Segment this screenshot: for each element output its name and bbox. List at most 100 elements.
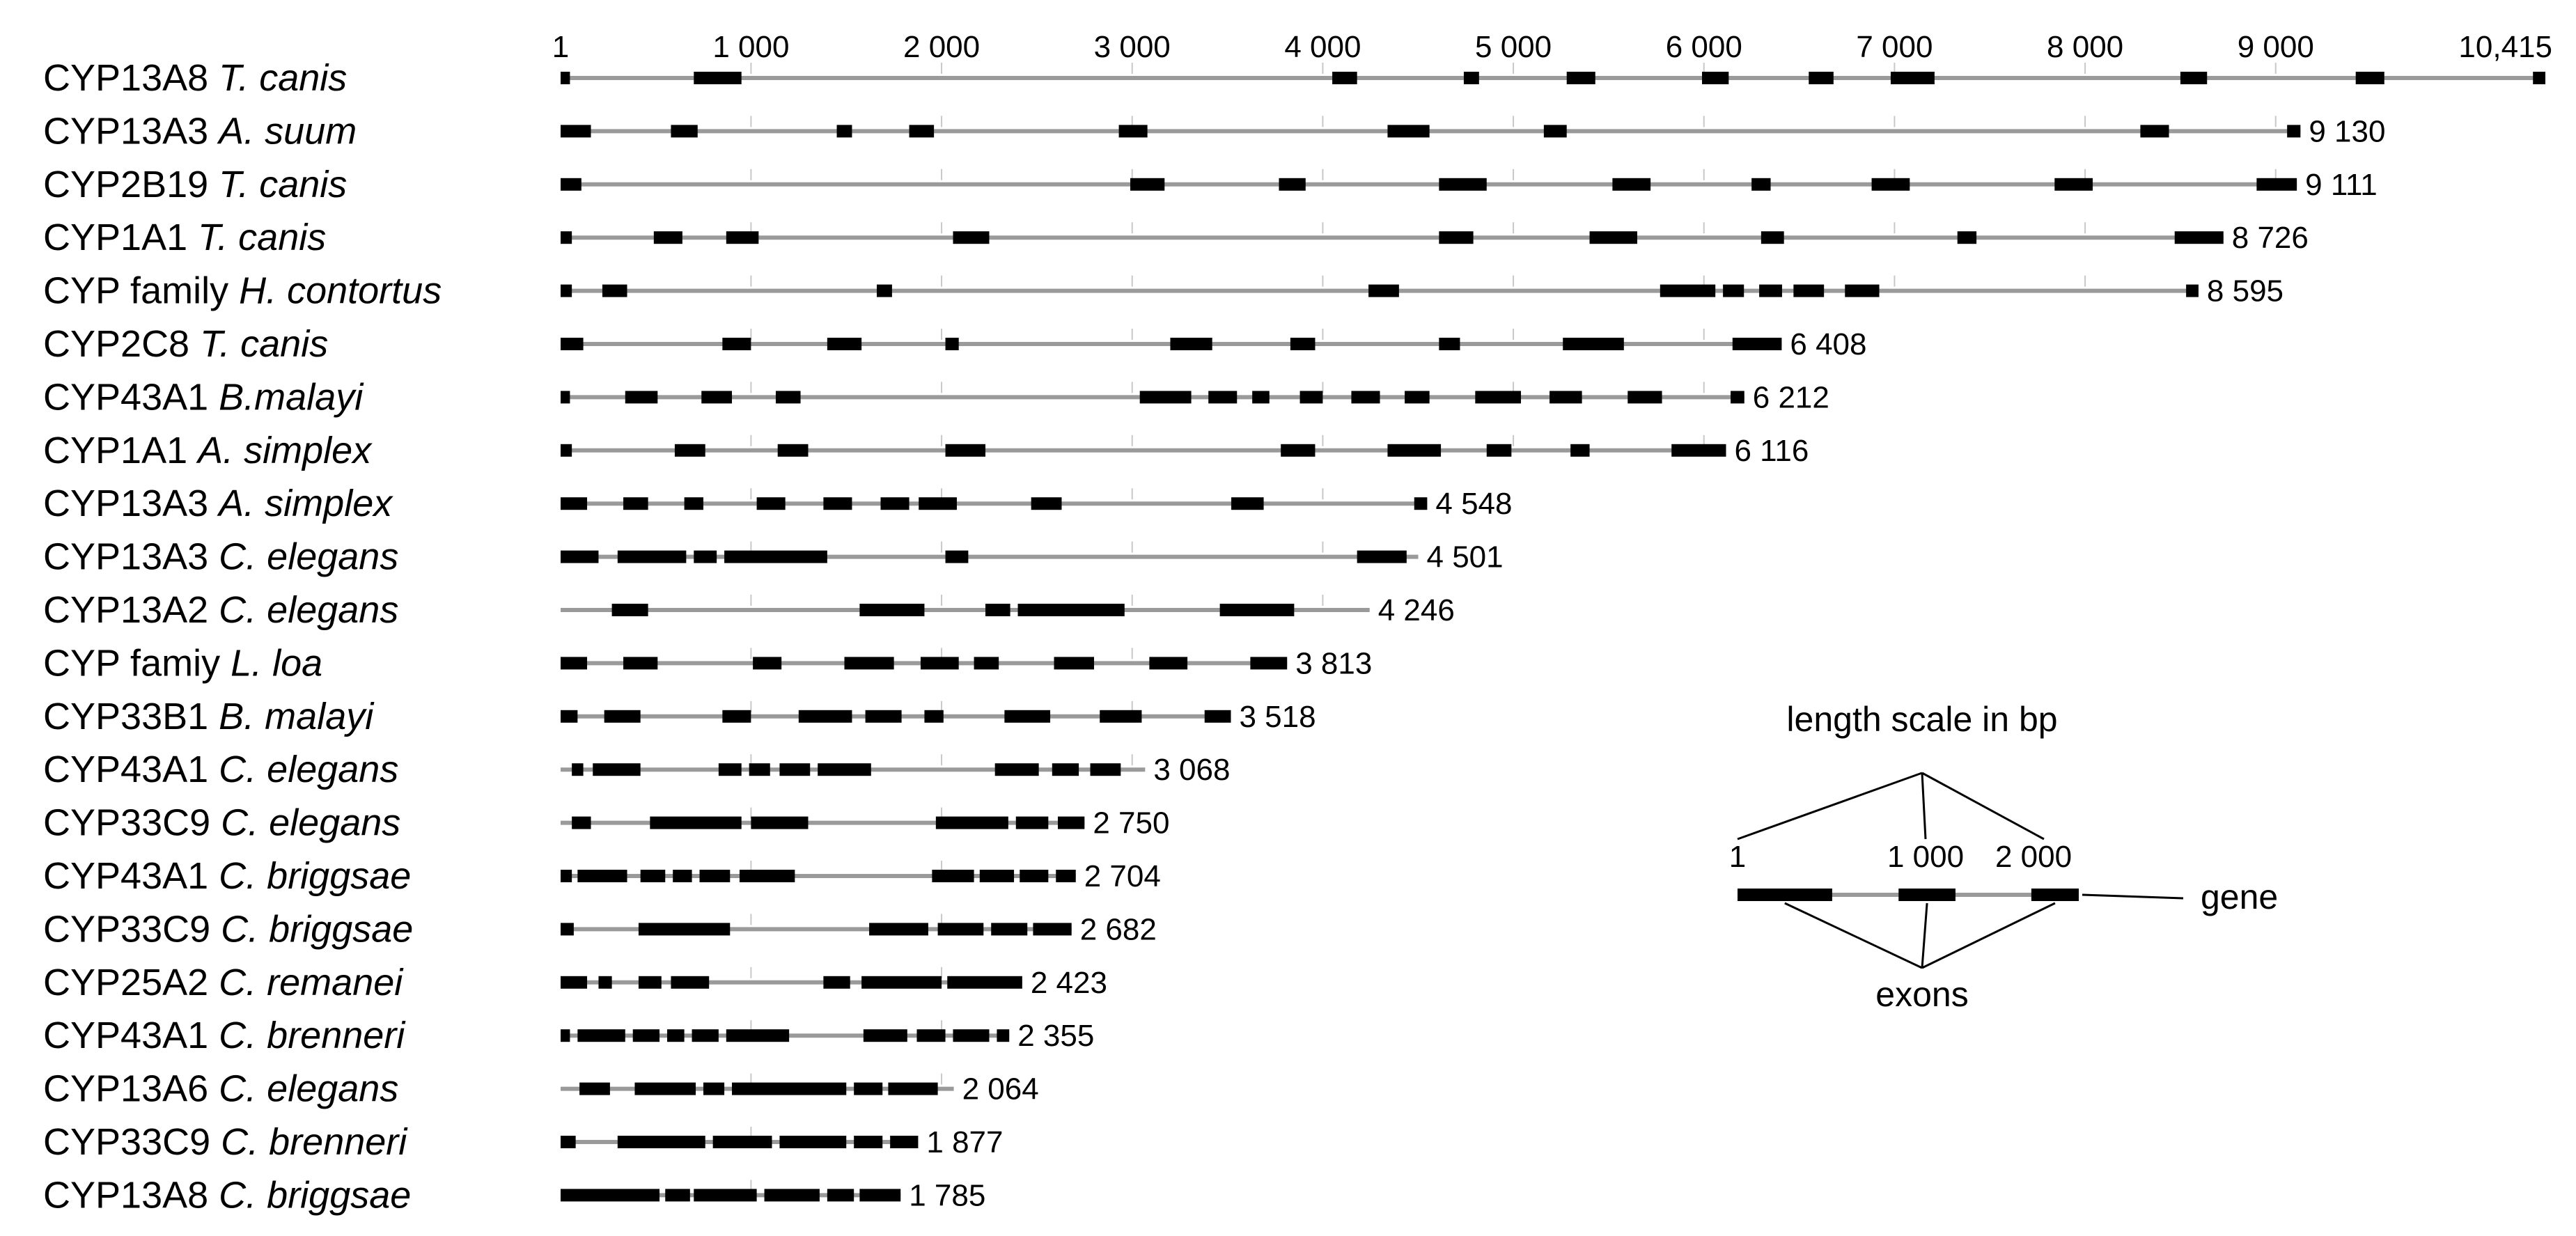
exon	[924, 710, 944, 723]
exon	[593, 763, 641, 776]
exon	[836, 125, 852, 138]
exon	[561, 231, 572, 244]
gene-name: CYP13A2	[43, 589, 219, 631]
gene-label: CYP13A2 C. elegans	[43, 589, 398, 631]
species-name: A. suum	[217, 110, 357, 152]
exon	[665, 1189, 690, 1202]
exon	[1020, 870, 1049, 882]
legend-pointer-line	[1921, 772, 1927, 840]
gene-label: CYP43A1 C. brenneri	[43, 1015, 406, 1056]
exon	[844, 657, 894, 670]
exon	[1759, 284, 1782, 297]
exon	[1231, 497, 1264, 510]
gene-label: CYP13A3 A. suum	[43, 110, 357, 152]
exon	[579, 1082, 610, 1095]
exon	[888, 1082, 938, 1095]
gene-name: CYP2B19	[43, 164, 219, 205]
exon	[1549, 391, 1582, 404]
exon	[623, 657, 658, 670]
exon	[2256, 178, 2297, 191]
exon	[684, 497, 703, 510]
exon	[1004, 710, 1051, 723]
gene-label: CYP1A1 A. simplex	[43, 430, 373, 471]
legend-pointer-line	[1921, 772, 2045, 840]
gene-row: CYP43A1 C. elegans 3 068	[43, 749, 1230, 790]
species-name: C. briggsae	[219, 855, 411, 897]
exon	[638, 976, 662, 989]
gene-label: CYP33C9 C. elegans	[43, 802, 400, 844]
exon	[1118, 125, 1148, 138]
exon	[1033, 923, 1072, 936]
gene-row: CYP family H. contortus 8 595	[43, 270, 2284, 312]
species-name: T. canis	[200, 323, 328, 365]
species-name: C. brenneri	[221, 1121, 408, 1163]
gene-label: CYP33B1 B. malayi	[43, 696, 375, 737]
exon	[726, 231, 759, 244]
gene-name: CYP33C9	[43, 802, 221, 844]
gene-row: CYP25A2 C. remanei 2 423	[43, 962, 1107, 1003]
exon	[1957, 231, 1977, 244]
exon	[1299, 391, 1323, 404]
exon	[1281, 444, 1316, 457]
gene-label: CYP33C9 C. briggsae	[43, 908, 413, 950]
species-name: B.malayi	[219, 376, 364, 418]
gene-name: CYP43A1	[43, 1015, 219, 1056]
gene-name: CYP13A6	[43, 1068, 219, 1110]
exon	[919, 497, 957, 510]
species-name: T. canis	[219, 164, 347, 205]
legend-exon	[1898, 889, 1956, 901]
exon	[1170, 338, 1212, 350]
gene-row: CYP13A8 T. canis	[43, 57, 2545, 99]
exon	[632, 1029, 660, 1042]
legend-exon	[2031, 889, 2079, 901]
exon	[854, 1136, 883, 1148]
exon	[1627, 391, 1662, 404]
exon	[732, 1082, 847, 1095]
exon	[880, 497, 910, 510]
exon	[1332, 72, 1357, 84]
exon	[694, 550, 717, 563]
gene-name: CYP43A1	[43, 855, 219, 897]
gene-length-label: 8 726	[2232, 221, 2309, 255]
exon	[749, 763, 770, 776]
legend-exon-pointer	[1921, 902, 1928, 969]
exon	[1130, 178, 1165, 191]
exon	[2140, 125, 2169, 138]
exon	[818, 763, 871, 776]
exon	[1056, 870, 1076, 882]
exon	[739, 870, 795, 882]
legend-exons-label: exons	[1875, 975, 1968, 1014]
exon	[953, 1029, 990, 1042]
exon	[726, 1029, 790, 1042]
exon	[1871, 178, 1910, 191]
gene-row: CYP1A1 A. simplex 6 116	[43, 430, 1809, 471]
gene-length-label: 4 501	[1427, 540, 1504, 574]
gene-label: CYP1A1 T. canis	[43, 217, 326, 258]
legend-pointer-line	[1737, 772, 1923, 840]
exon	[947, 976, 1022, 989]
species-name: L. loa	[231, 642, 322, 684]
exon	[909, 125, 935, 138]
axis-tick-label: 7 000	[1856, 30, 1933, 64]
gene-name: CYP13A3	[43, 483, 219, 524]
species-name: C. remanei	[219, 962, 404, 1003]
exon	[722, 710, 751, 723]
exon	[1463, 72, 1479, 84]
gene-row: CYP13A2 C. elegans 4 246	[43, 589, 1455, 631]
exon	[994, 763, 1039, 776]
exon	[1563, 338, 1624, 350]
gene-length-label: 3 813	[1295, 646, 1372, 680]
exon	[611, 604, 648, 616]
exon	[617, 1136, 705, 1148]
gene-label: CYP2C8 T. canis	[43, 323, 328, 365]
gene-name: CYP33C9	[43, 908, 221, 950]
axis-tick-label: 4 000	[1284, 30, 1361, 64]
gene-label: CYP family H. contortus	[43, 270, 442, 312]
exon	[561, 1189, 660, 1202]
exon	[920, 657, 959, 670]
exon	[1250, 657, 1288, 670]
exon	[1357, 550, 1407, 563]
exon	[859, 1189, 901, 1202]
gene-length-label: 9 111	[2305, 168, 2378, 202]
